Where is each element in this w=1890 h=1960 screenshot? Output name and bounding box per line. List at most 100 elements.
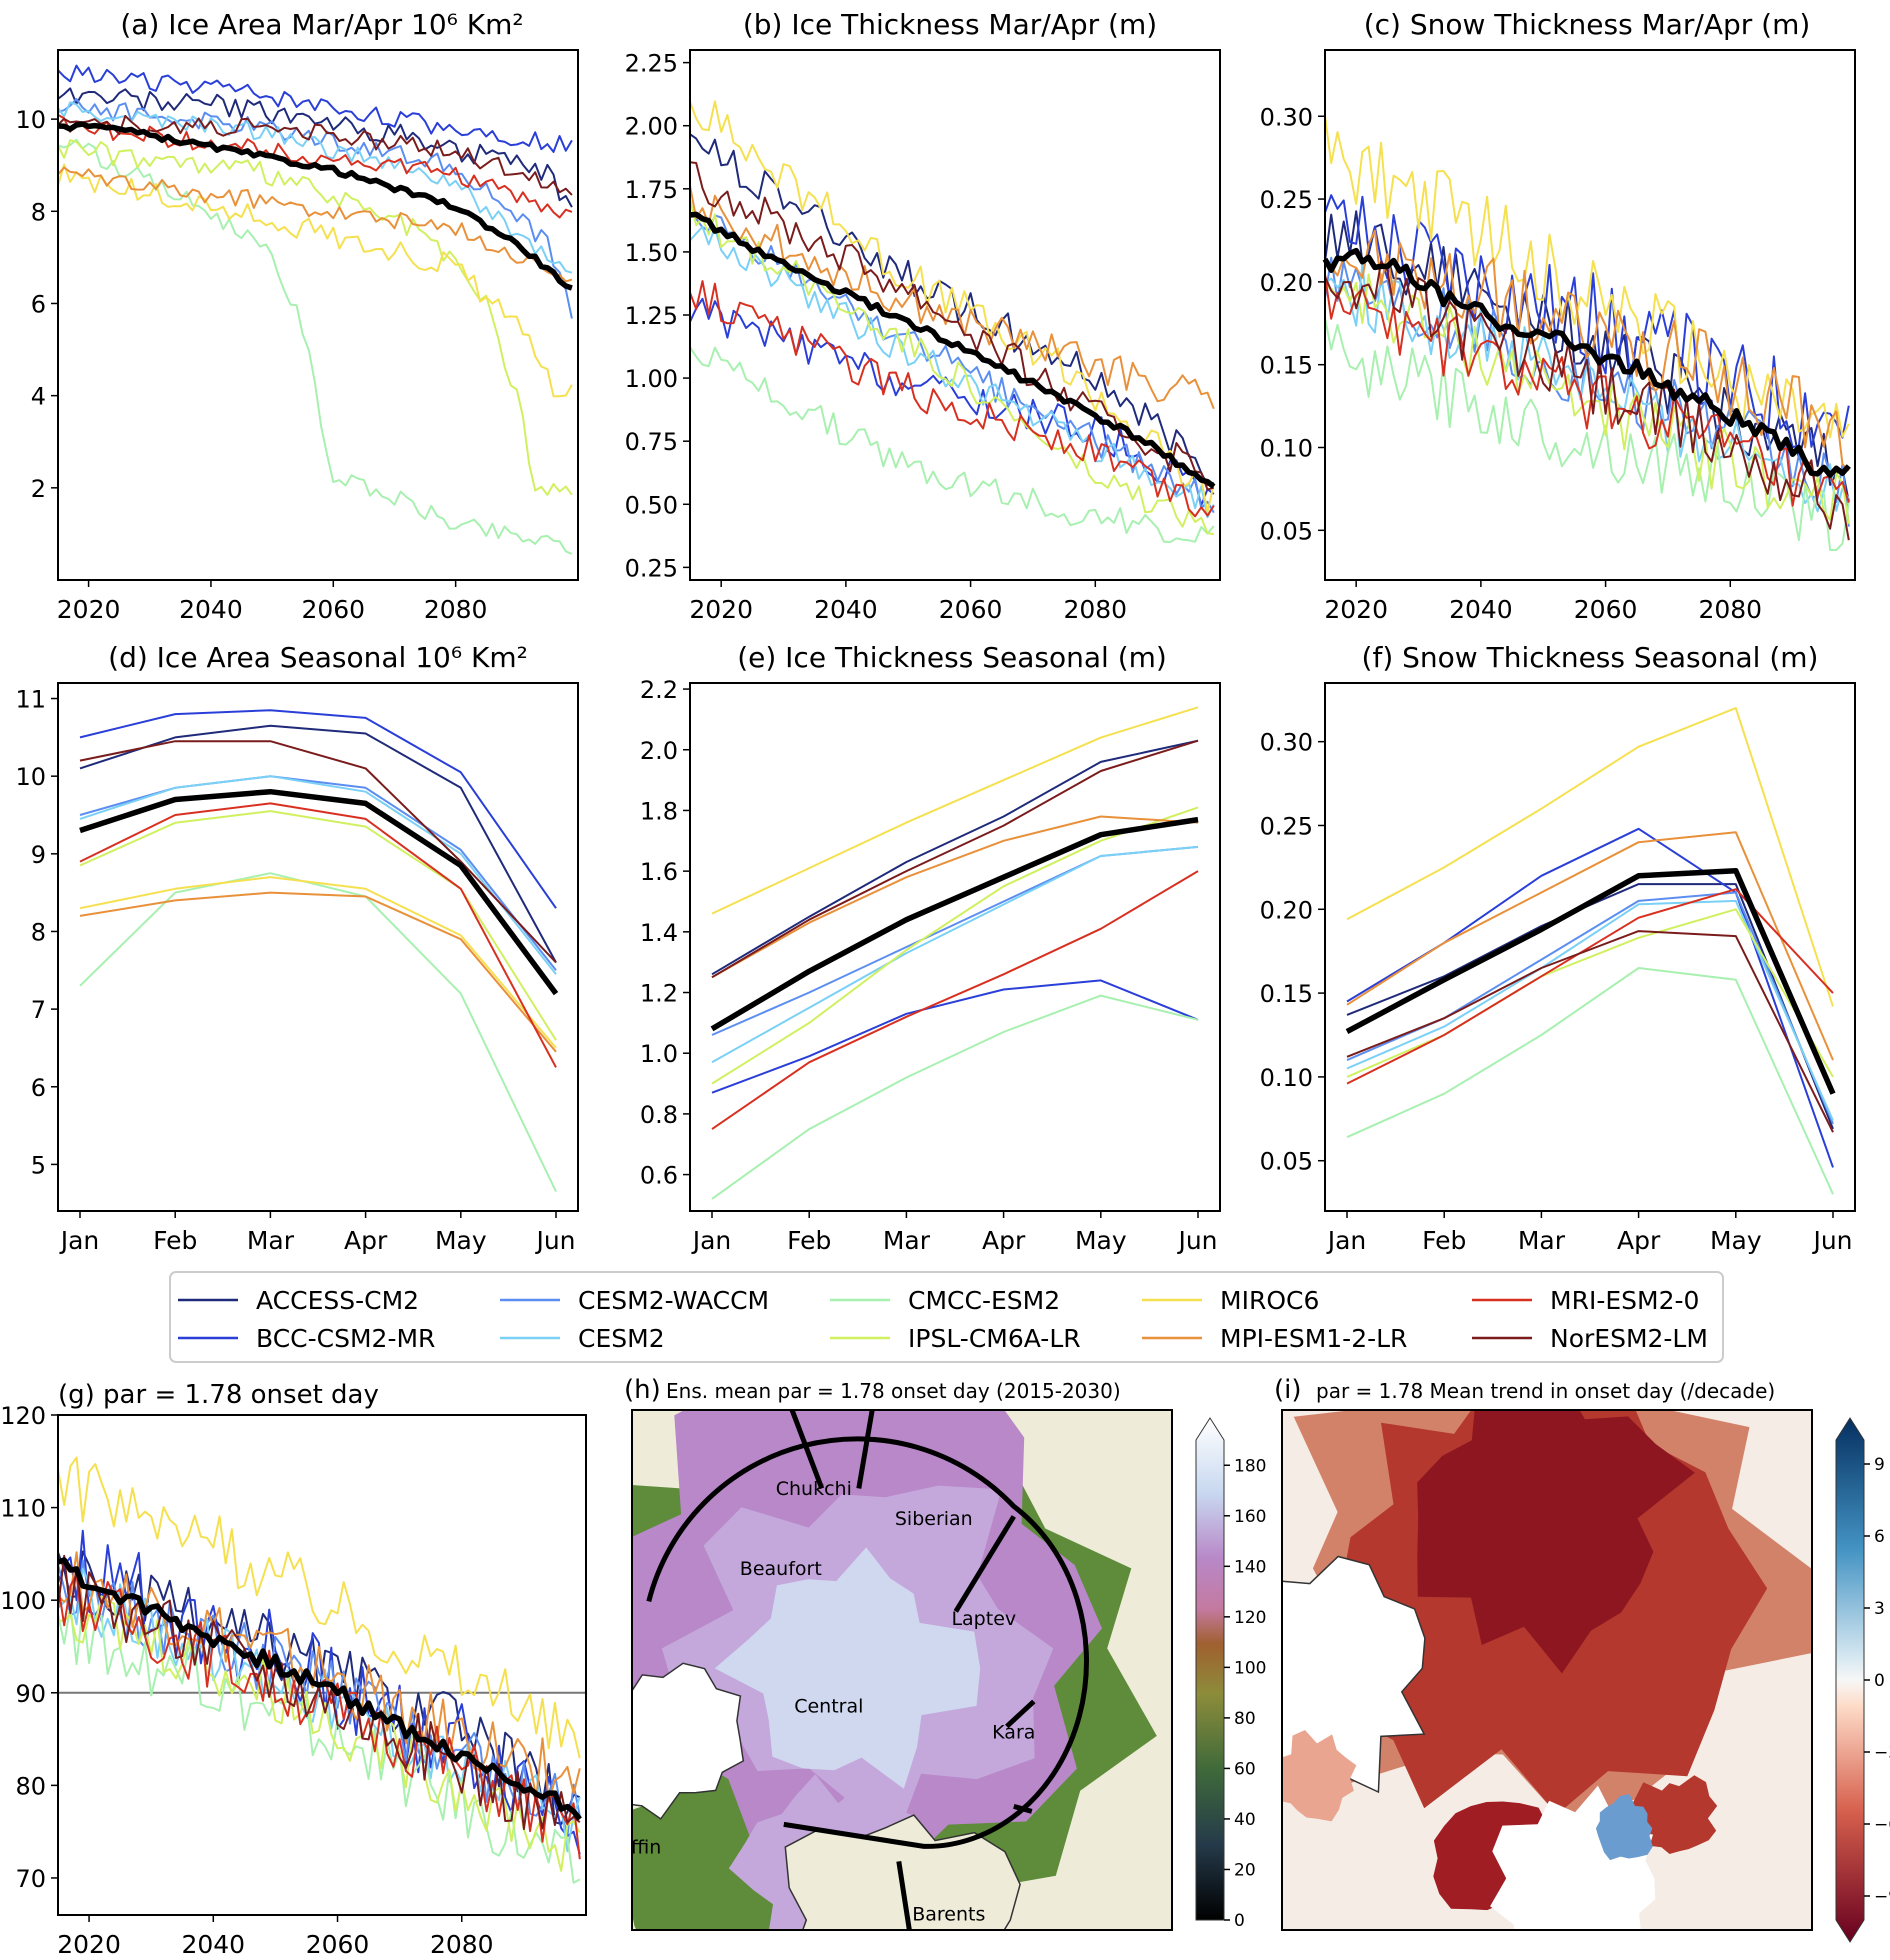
x-tick-label: 2060 xyxy=(1574,595,1638,624)
map-frame xyxy=(1281,1409,1813,1931)
x-tick-label: 2060 xyxy=(306,1930,370,1959)
x-tick-label: Mar xyxy=(1518,1226,1566,1255)
colorbar-tick-label: 60 xyxy=(1234,1759,1256,1779)
colorbar-tick-label: 120 xyxy=(1234,1608,1266,1628)
panel-i: (i) par = 1.78 Mean trend in onset day (/… xyxy=(1274,1375,1890,1943)
panel-f: (f) Snow Thickness Seasonal (m) 0.05 0.10 0… xyxy=(1260,641,1856,1255)
legend-label: ACCESS-CM2 xyxy=(256,1286,419,1315)
series-line xyxy=(57,1456,581,1759)
y-tick-label: 1.4 xyxy=(640,919,678,947)
series-line xyxy=(79,876,557,1049)
colorbar-tick-label: 80 xyxy=(1234,1709,1256,1729)
x-tick-label: Jan xyxy=(59,1226,100,1255)
x-tick-label: 2080 xyxy=(424,595,488,624)
legend-item: NorESM2-LM xyxy=(1472,1324,1708,1353)
panel-label: (i) xyxy=(1274,1375,1302,1405)
series-line xyxy=(689,161,1215,491)
legend-label: CESM2-WACCM xyxy=(578,1286,769,1315)
panel-title: (e) Ice Thickness Seasonal (m) xyxy=(737,641,1167,674)
legend-label: MIROC6 xyxy=(1220,1286,1319,1315)
panel-title: (f) Snow Thickness Seasonal (m) xyxy=(1362,641,1819,674)
colorbar-tick-label: 160 xyxy=(1234,1507,1266,1527)
legend-item: CESM2-WACCM xyxy=(500,1286,769,1315)
plot-frame xyxy=(57,682,579,1212)
panel-title: Ens. mean par = 1.78 onset day (2015-203… xyxy=(666,1379,1121,1403)
region-label: Kara xyxy=(992,1721,1035,1743)
colorbar-tick-label: 9 xyxy=(1874,1455,1885,1475)
x-tick-label: Feb xyxy=(153,1226,197,1255)
series-line xyxy=(689,198,1214,536)
map-body xyxy=(1282,1410,1812,1930)
region-label: Baffin xyxy=(606,1836,661,1858)
x-tick-label: 2060 xyxy=(301,595,365,624)
panel-b: (b) Ice Thickness Mar/Apr (m) 0.25 0.50 0.7… xyxy=(625,8,1221,624)
legend-frame xyxy=(169,1271,1724,1363)
panel-h: Chukchi Siberian Beaufort Laptev Central Kara… xyxy=(606,1375,1266,1931)
y-tick-label: 0.05 xyxy=(1260,517,1313,545)
series-line xyxy=(79,891,557,1053)
x-tick-label: Mar xyxy=(247,1226,295,1255)
series-line xyxy=(79,810,557,1041)
region-boundary xyxy=(1005,1699,1036,1729)
colorbar-tick-label: 6 xyxy=(1874,1527,1885,1547)
region-label: Chukchi xyxy=(776,1478,852,1500)
y-tick-label: 8 xyxy=(31,918,46,946)
x-tick-label: Jun xyxy=(534,1226,575,1255)
legend-label: MRI-ESM2-0 xyxy=(1550,1286,1699,1315)
panel-title: (c) Snow Thickness Mar/Apr (m) xyxy=(1364,8,1811,41)
legend-label: IPSL-CM6A-LR xyxy=(908,1324,1081,1353)
y-tick-label: 1.00 xyxy=(625,365,678,393)
series-line xyxy=(57,98,573,319)
y-tick-label: 5 xyxy=(31,1151,46,1179)
plot-frame xyxy=(689,49,1221,581)
y-tick-label: 0.10 xyxy=(1260,435,1313,463)
series-line xyxy=(689,225,1215,519)
y-tick-label: 0.25 xyxy=(625,554,678,582)
series-line xyxy=(711,706,1199,915)
series-line xyxy=(57,138,573,555)
panel-e: (e) Ice Thickness Seasonal (m) 0.6 0.8 1.0 1… xyxy=(640,641,1221,1255)
legend-item: MIROC6 xyxy=(1142,1286,1319,1315)
x-tick-label: May xyxy=(1710,1226,1762,1255)
series-line xyxy=(57,1557,582,1821)
series-line xyxy=(1324,229,1850,472)
series-line xyxy=(711,994,1199,1200)
series-line xyxy=(689,185,1215,410)
colorbar-tick-label: 0 xyxy=(1234,1911,1245,1931)
panel-title: (a) Ice Area Mar/Apr 10⁶ Km² xyxy=(120,8,523,41)
region-boundary xyxy=(953,1515,1016,1613)
y-tick-label: 6 xyxy=(31,290,46,318)
series-line xyxy=(79,724,557,963)
x-tick-label: 2020 xyxy=(1324,595,1388,624)
y-tick-label: 10 xyxy=(15,763,46,791)
legend-item: BCC-CSM2-MR xyxy=(178,1324,435,1353)
legend-label: CMCC-ESM2 xyxy=(908,1286,1060,1315)
panel-label: (h) xyxy=(624,1375,661,1405)
x-tick-label: 2040 xyxy=(814,595,878,624)
y-tick-label: 0.20 xyxy=(1260,896,1313,924)
trend-kara xyxy=(1630,1775,1718,1854)
y-tick-label: 10 xyxy=(15,106,46,134)
legend-label: BCC-CSM2-MR xyxy=(256,1324,435,1353)
map-body: Chukchi Siberian Beaufort Laptev Central Kara… xyxy=(606,1410,1172,1930)
legend-item: CESM2 xyxy=(500,1324,665,1353)
x-tick-label: Mar xyxy=(883,1226,931,1255)
colorbar-tick-label: 140 xyxy=(1234,1557,1266,1577)
series-line xyxy=(79,740,557,964)
legend-label: NorESM2-LM xyxy=(1550,1324,1708,1353)
series-line xyxy=(1346,707,1834,1007)
region-label: Siberian xyxy=(895,1508,973,1530)
x-tick-label: Jun xyxy=(1811,1226,1852,1255)
series-line xyxy=(1324,317,1850,551)
panel-title: par = 1.78 Mean trend in onset day (/dec… xyxy=(1316,1379,1775,1403)
colorbar xyxy=(1195,1417,1225,1921)
colorbar xyxy=(1835,1417,1865,1943)
y-tick-label: 0.75 xyxy=(625,428,678,456)
series-line xyxy=(689,100,1215,513)
region-boundary xyxy=(1013,1803,1033,1814)
series-line xyxy=(57,163,573,398)
legend-label: CESM2 xyxy=(578,1324,665,1353)
y-tick-label: 0.20 xyxy=(1260,269,1313,297)
colorbar-tick-label: 40 xyxy=(1234,1810,1256,1830)
region-boundary xyxy=(856,1410,875,1489)
